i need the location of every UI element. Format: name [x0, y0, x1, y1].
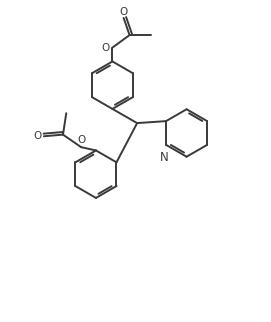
Text: O: O — [101, 43, 109, 52]
Text: N: N — [160, 151, 169, 164]
Text: O: O — [120, 7, 128, 17]
Text: O: O — [33, 131, 41, 141]
Text: O: O — [77, 135, 85, 145]
